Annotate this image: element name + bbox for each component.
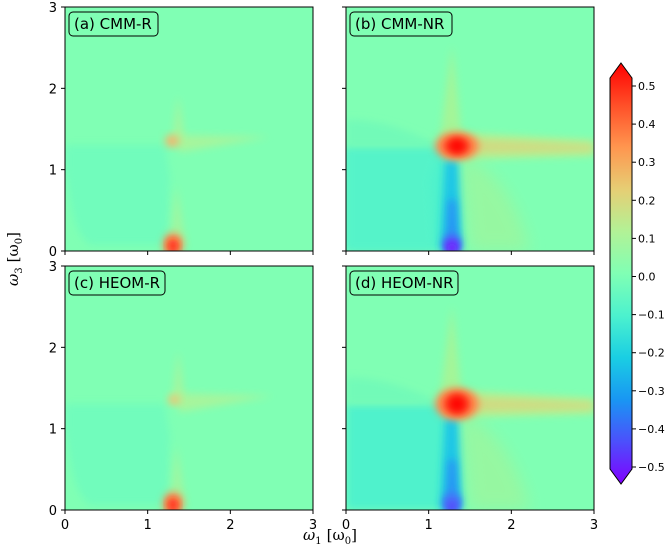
colorbar-body [609, 62, 633, 485]
colorbar-tick-label: −0.5 [638, 461, 665, 474]
panel-b-heatmap [346, 45, 594, 251]
y-tick-label: 3 [49, 260, 57, 275]
panel-c-label: (c) HEOM-R [74, 274, 160, 292]
colorbar-tick-label: 0.1 [638, 232, 656, 245]
y-tick-label: 0 [49, 245, 57, 260]
y-tick-label: 1 [49, 164, 57, 179]
x-tick-label: 1 [144, 518, 152, 533]
x-tick-label: 0 [61, 518, 69, 533]
panel-c-frame [64, 265, 314, 511]
colorbar-tick-label: −0.2 [638, 347, 665, 360]
panel-b-label-box: (b) CMM-NR [349, 11, 453, 37]
colorbar-tick-label: 0.5 [638, 80, 656, 93]
x-tick-label: 2 [226, 518, 234, 533]
colorbar-tick-label: 0.3 [638, 156, 656, 169]
y-tick-label: 1 [49, 423, 57, 438]
x-tick-label: 3 [309, 518, 317, 533]
y-tick-label: 2 [49, 341, 57, 356]
y-axis-label: ω3[ω0] [4, 232, 25, 286]
x-tick-label: 0 [342, 518, 350, 533]
x-axis-label: ω1 [ω0] [303, 526, 357, 547]
panel-c: (c) HEOM-R [64, 265, 314, 511]
colorbar-tick-label: −0.4 [638, 423, 665, 436]
x-tick-label: 3 [590, 518, 598, 533]
panel-d-frame [345, 265, 595, 511]
panel-a-label-box: (a) CMM-R [68, 11, 159, 37]
panel-a-label: (a) CMM-R [74, 15, 152, 33]
colorbar-tick-label: −0.3 [638, 385, 665, 398]
panel-d-label: (d) HEOM-NR [355, 274, 454, 292]
panel-d-heatmap [346, 305, 594, 510]
y-tick-label: 3 [49, 1, 57, 16]
colorbar-tick-label: 0.0 [638, 271, 656, 284]
panel-b-frame [345, 6, 595, 252]
panel-d: (d) HEOM-NR [345, 265, 595, 511]
y-tick-label: 2 [49, 82, 57, 97]
colorbar-tick-label: 0.4 [638, 118, 656, 131]
panel-a-frame [64, 6, 314, 252]
colorbar-ticks: 0.5 0.4 0.3 0.2 0.1 0.0 −0.1 −0.2 −0.3 −0.4 −0.5 [632, 80, 665, 474]
x-tick-label: 2 [507, 518, 515, 533]
panel-c-label-box: (c) HEOM-R [68, 270, 166, 296]
panel-c-heatmap [65, 350, 273, 510]
colorbar-tick-label: −0.1 [638, 309, 665, 322]
y-tick-label: 0 [49, 504, 57, 519]
colorbar: 0.5 0.4 0.3 0.2 0.1 0.0 −0.1 −0.2 −0.3 −0.4 −0.5 [609, 62, 665, 485]
panel-a: (a) CMM-R [64, 6, 314, 252]
colorbar-tick-label: 0.2 [638, 194, 656, 207]
panel-a-heatmap [65, 95, 270, 251]
panel-b-label: (b) CMM-NR [355, 15, 444, 33]
panel-d-label-box: (d) HEOM-NR [349, 270, 459, 296]
x-tick-label: 1 [425, 518, 433, 533]
panel-b: (b) CMM-NR [345, 6, 595, 252]
